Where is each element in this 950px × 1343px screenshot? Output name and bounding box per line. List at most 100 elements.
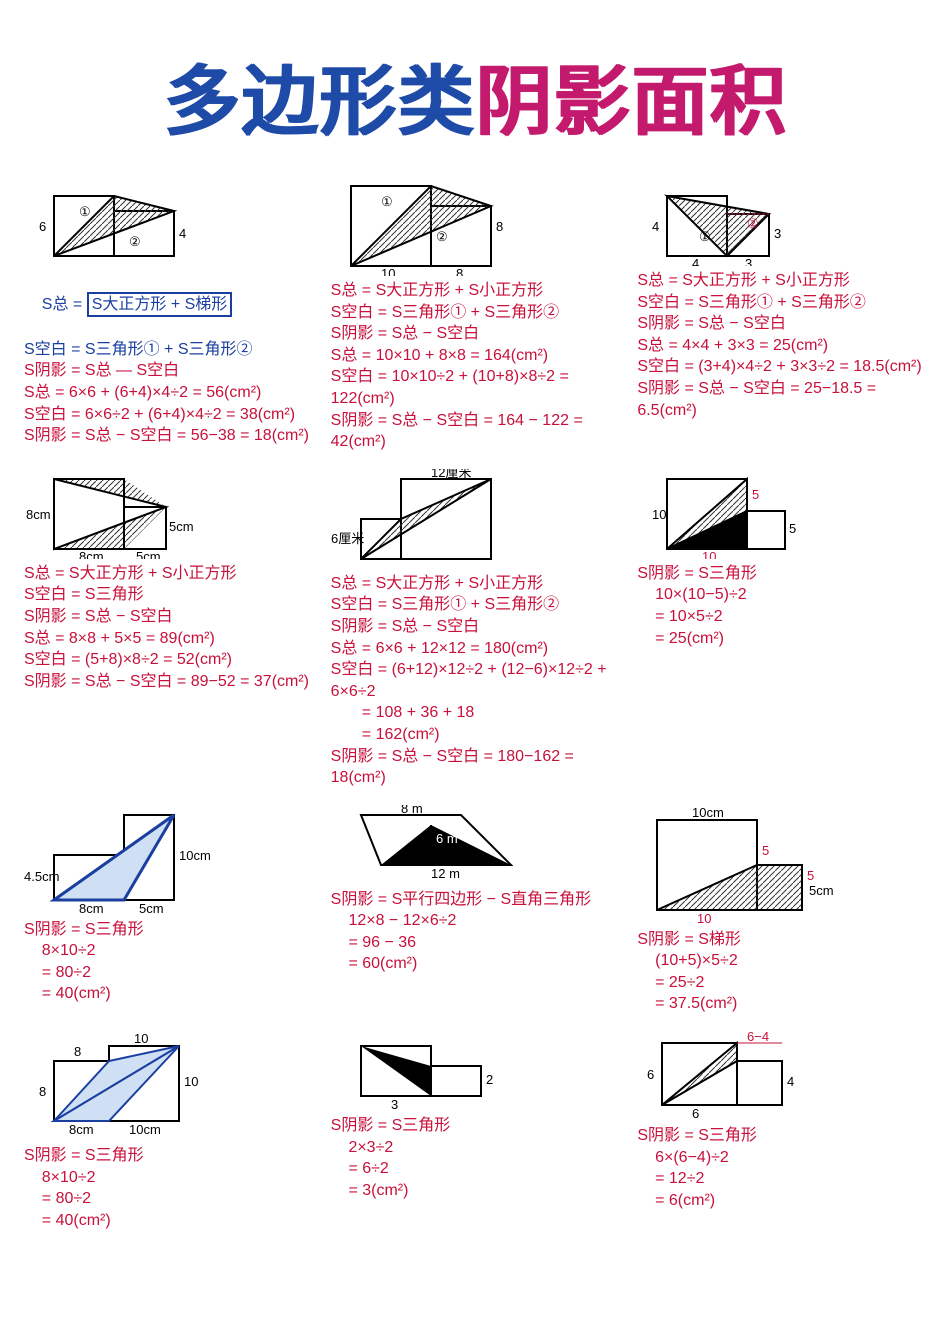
svg-text:①: ① [79,204,91,219]
svg-text:10: 10 [134,1031,148,1046]
p3-line: S总 = S大正方形 + S小正方形 [637,270,926,292]
p4-line: S总 = S大正方形 + S小正方形 [24,563,313,585]
figure-12: 6−4 6 4 6 [637,1031,837,1121]
svg-text:5: 5 [789,521,796,536]
svg-text:①: ① [699,229,711,244]
p1-line-boxed: S总 = S大正方形 + S梯形 [24,270,313,339]
svg-text:8: 8 [456,266,463,276]
p8-line: 12×8 − 12×6÷2 [331,910,620,932]
p2-line: S阴影 = S总 − S空白 = 164 − 122 = 42(cm²) [331,410,620,453]
p2-line: S空白 = S三角形① + S三角形② [331,302,620,324]
p8-line: S阴影 = S平行四边形 − S直角三角形 [331,889,620,911]
problem-2: ① ② 8 10 8 S总 = S大正方形 + S小正方形 S空白 = S三角形… [327,170,624,455]
svg-text:8 m: 8 m [401,805,423,816]
p12-line: = 6(cm²) [637,1190,926,1212]
figure-9: 10cm 5 5 5cm 10 [637,805,847,925]
p10-line: = 80÷2 [24,1188,313,1210]
svg-text:4: 4 [652,219,659,234]
svg-text:5: 5 [807,868,814,883]
problem-10: 8 10 8 10 8cm 10cm S阴影 = S三角形 8×10÷2 = 8… [20,1025,317,1233]
svg-text:10: 10 [184,1074,198,1089]
p3-line: S阴影 = S总 − S空白 = 25−18.5 = 6.5(cm²) [637,378,926,421]
p7-line: = 80÷2 [24,962,313,984]
svg-text:6 m: 6 m [436,831,458,846]
p2-line: S空白 = 10×10÷2 + (10+8)×8÷2 = 122(cm²) [331,366,620,409]
svg-text:4: 4 [692,256,699,266]
p6-line: S阴影 = S三角形 [637,563,926,585]
svg-text:5: 5 [752,487,759,502]
svg-text:6厘米: 6厘米 [331,531,364,546]
p1-line: S总 = 6×6 + (6+4)×4÷2 = 56(cm²) [24,382,313,404]
p2-line: S总 = 10×10 + 8×8 = 164(cm²) [331,345,620,367]
figure-4: 8cm 5cm 8cm 5cm [24,469,214,559]
svg-text:8cm: 8cm [26,507,51,522]
p9-line: S阴影 = S梯形 [637,929,926,951]
svg-text:12 m: 12 m [431,866,460,881]
svg-text:3: 3 [774,226,781,241]
p5-line: S阴影 = S总 − S空白 = 180−162 = 18(cm²) [331,746,620,789]
p7-line: 8×10÷2 [24,940,313,962]
svg-text:10: 10 [697,911,711,925]
figure-10: 8 10 8 10 8cm 10cm [24,1031,224,1141]
p4-line: S空白 = (5+8)×8÷2 = 52(cm²) [24,649,313,671]
problem-6: 10 5 5 10 S阴影 = S三角形 10×(10−5)÷2 = 10×5÷… [633,463,930,791]
svg-text:10: 10 [652,507,666,522]
p9-line: = 25÷2 [637,972,926,994]
figure-8: 8 m 6 m 12 m [331,805,541,885]
figure-7: 4.5cm 10cm 8cm 5cm [24,805,224,915]
p5-line: S总 = S大正方形 + S小正方形 [331,573,620,595]
title-part1: 多边形类 [163,60,475,145]
svg-text:10: 10 [381,266,395,276]
svg-text:10cm: 10cm [179,848,211,863]
p1-line: S阴影 = S总 — S空白 [24,360,313,382]
svg-text:4: 4 [787,1074,794,1089]
p2-line: S阴影 = S总 − S空白 [331,323,620,345]
svg-text:5cm: 5cm [169,519,194,534]
p5-line: S阴影 = S总 − S空白 [331,616,620,638]
p5-line: S总 = 6×6 + 12×12 = 180(cm²) [331,638,620,660]
p12-line: 6×(6−4)÷2 [637,1147,926,1169]
p5-line: S空白 = S三角形① + S三角形② [331,594,620,616]
svg-text:8: 8 [74,1044,81,1059]
svg-text:8cm: 8cm [79,549,104,559]
figure-6: 10 5 5 10 [637,469,827,559]
p10-line: 8×10÷2 [24,1167,313,1189]
p1-line: S空白 = 6×6÷2 + (6+4)×4÷2 = 38(cm²) [24,404,313,426]
problem-5: 12厘米 6厘米 S总 = S大正方形 + S小正方形 S空白 = S三角形① … [327,463,624,791]
svg-text:3: 3 [391,1097,398,1111]
problem-7: 4.5cm 10cm 8cm 5cm S阴影 = S三角形 8×10÷2 = 8… [20,799,317,1017]
p3-line: S阴影 = S总 − S空白 [637,313,926,335]
svg-text:4.5cm: 4.5cm [24,869,59,884]
svg-text:8: 8 [39,1084,46,1099]
svg-text:8cm: 8cm [79,901,104,915]
svg-text:5cm: 5cm [136,549,161,559]
svg-text:8cm: 8cm [69,1122,94,1137]
p12-line: S阴影 = S三角形 [637,1125,926,1147]
problem-11: 2 3 S阴影 = S三角形 2×3÷2 = 6÷2 = 3(cm²) [327,1025,624,1233]
svg-text:6−4: 6−4 [747,1031,769,1044]
svg-text:4: 4 [179,226,186,241]
svg-text:②: ② [129,234,141,249]
problem-8: 8 m 6 m 12 m S阴影 = S平行四边形 − S直角三角形 12×8 … [327,799,624,1017]
p9-line: = 37.5(cm²) [637,993,926,1015]
svg-text:10cm: 10cm [692,805,724,820]
svg-text:6: 6 [692,1106,699,1121]
problems-grid: 6 4 ① ② S总 = S大正方形 + S梯形 S空白 = S三角形① + S… [20,170,930,1233]
svg-text:8: 8 [496,219,503,234]
p8-line: = 60(cm²) [331,953,620,975]
problem-3: 4 3 4 3 ① ② S总 = S大正方形 + S小正方形 S空白 = S三角… [633,170,930,455]
figure-1: 6 4 ① ② [24,176,204,266]
p8-line: = 96 − 36 [331,932,620,954]
p4-line: S阴影 = S总 − S空白 = 89−52 = 37(cm²) [24,671,313,693]
svg-text:5cm: 5cm [809,883,834,898]
figure-5: 12厘米 6厘米 [331,469,541,569]
title-part2: 阴影面积 [475,60,787,145]
figure-11: 2 3 [331,1031,531,1111]
svg-text:12厘米: 12厘米 [431,469,471,480]
p11-line: = 3(cm²) [331,1180,620,1202]
p6-line: = 25(cm²) [637,628,926,650]
p3-line: S总 = 4×4 + 3×3 = 25(cm²) [637,335,926,357]
p3-line: S空白 = (3+4)×4÷2 + 3×3÷2 = 18.5(cm²) [637,356,926,378]
p4-line: S总 = 8×8 + 5×5 = 89(cm²) [24,628,313,650]
p5-line: = 108 + 36 + 18 [331,702,620,724]
